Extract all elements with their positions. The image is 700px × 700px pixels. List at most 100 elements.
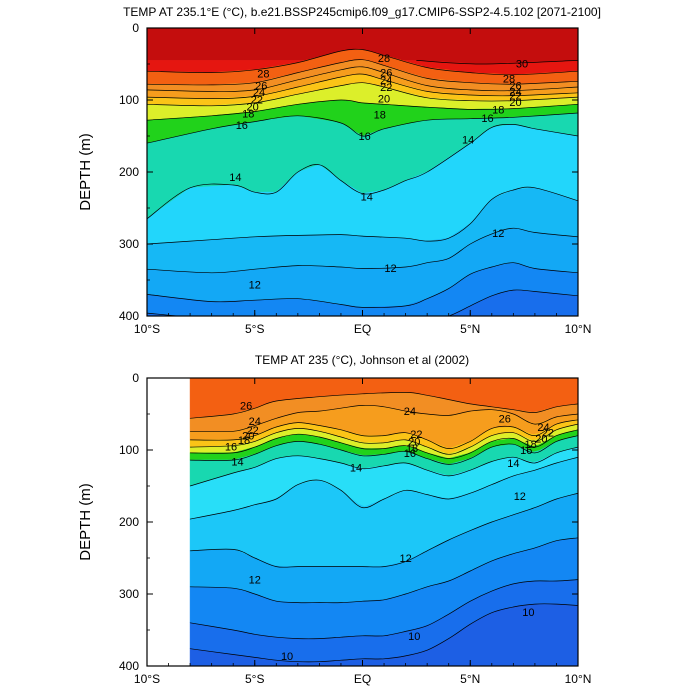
bottom-contour-line-22-2 <box>190 419 578 449</box>
bottom-contour-line-24-1 <box>190 404 578 433</box>
bottom-y-tick-label-2: 200 <box>119 515 139 529</box>
bottom-x-tick-label-1: 5°S <box>245 672 264 686</box>
top-contour-panel: TEMP AT 235.1°E (°C), b.e21.BSSP245cmip6… <box>77 5 601 336</box>
bottom-contour-label-18: 24 <box>537 422 549 434</box>
top-contour-label-25: 16 <box>481 113 493 125</box>
bottom-contour-label-8: 22 <box>410 429 422 441</box>
bottom-temperature-fill <box>189 378 578 666</box>
bottom-contour-line-12-8 <box>190 492 578 568</box>
bottom-contour-lines <box>189 392 578 663</box>
bottom-contour-label-3: 20 <box>242 431 254 443</box>
top-y-axis-label: DEPTH (m) <box>77 133 94 211</box>
top-contour-label-2: 24 <box>253 87 265 99</box>
top-y-tick-label-0: 0 <box>132 21 139 35</box>
top-contour-labels: 2826242220181614122826242220181614123028… <box>229 53 528 291</box>
bottom-contour-label-7: 24 <box>404 406 416 418</box>
top-contour-line-14-8 <box>147 124 578 220</box>
bottom-contour-label-2: 22 <box>246 425 258 437</box>
bottom-contour-label-9: 20 <box>408 436 420 448</box>
top-panel-title: TEMP AT 235.1°E (°C), b.e21.BSSP245cmip6… <box>123 5 601 19</box>
bottom-contour-label-15: 10 <box>408 631 420 643</box>
top-contour-label-20: 26 <box>509 81 521 93</box>
top-contour-line-18-6 <box>147 99 578 121</box>
top-contour-label-17: 12 <box>384 263 396 275</box>
bottom-axes: 10°S 5°S EQ 5°N 10°N 0 100 200 300 400 <box>119 371 591 686</box>
bottom-contour-label-5: 16 <box>225 441 237 453</box>
top-contour-label-7: 14 <box>229 172 241 184</box>
top-contour-label-21: 24 <box>509 86 521 98</box>
bottom-y-axis-label: DEPTH (m) <box>77 483 94 561</box>
top-contour-label-4: 20 <box>246 101 258 113</box>
top-contour-label-11: 24 <box>380 75 392 87</box>
bottom-contour-labels: 2624222018161424222018161412121010262422… <box>225 400 554 663</box>
top-temperature-fill <box>147 28 578 316</box>
top-contour-label-26: 14 <box>462 135 474 147</box>
bottom-contour-label-22: 16 <box>520 445 532 457</box>
top-x-tick-label-4: 10°N <box>565 322 592 336</box>
bottom-contour-label-4: 18 <box>238 435 250 447</box>
bottom-y-tick-label-1: 100 <box>119 443 139 457</box>
bottom-contour-label-6: 14 <box>231 457 243 469</box>
bottom-contour-label-11: 16 <box>404 448 416 460</box>
bottom-contour-label-0: 26 <box>240 400 252 412</box>
top-x-tick-label-1: 5°S <box>245 322 264 336</box>
bottom-contour-label-21: 18 <box>524 439 536 451</box>
top-y-tick-label-3: 300 <box>119 237 139 251</box>
bottom-contour-label-1: 24 <box>249 416 261 428</box>
top-contour-line-12-10 <box>147 227 578 274</box>
bottom-contour-label-25: 10 <box>522 607 534 619</box>
top-contour-label-8: 12 <box>249 279 261 291</box>
top-x-tick-label-3: 5°N <box>460 322 480 336</box>
top-contour-label-24: 18 <box>492 104 504 116</box>
bottom-contour-label-23: 14 <box>507 458 519 470</box>
top-contour-label-13: 20 <box>378 94 390 106</box>
bottom-contour-label-13: 12 <box>399 553 411 565</box>
top-contour-label-22: 22 <box>509 91 521 103</box>
bottom-contour-label-10: 18 <box>406 443 418 455</box>
top-contour-line-20-5 <box>147 82 578 107</box>
top-axes: 10°S 5°S EQ 5°N 10°N 0 100 200 300 400 <box>119 21 591 336</box>
top-contour-line-10-12 <box>147 289 578 316</box>
bottom-y-tick-label-4: 400 <box>119 659 139 673</box>
top-contour-label-9: 28 <box>378 53 390 65</box>
top-contour-label-16: 14 <box>361 191 373 203</box>
top-contour-label-18: 30 <box>516 58 528 70</box>
top-contour-label-12: 22 <box>380 82 392 94</box>
top-contour-line-28-1 <box>147 48 578 76</box>
top-contour-label-19: 28 <box>503 73 515 85</box>
bottom-x-tick-label-2: EQ <box>354 672 371 686</box>
bottom-contour-line-16-5 <box>190 435 578 465</box>
bottom-panel-title: TEMP AT 235 (°C), Johnson et al (2002) <box>255 353 469 367</box>
bottom-contour-panel: TEMP AT 235 (°C), Johnson et al (2002) 2… <box>77 353 591 686</box>
top-y-tick-label-2: 200 <box>119 165 139 179</box>
top-contour-line-11-11 <box>147 262 578 308</box>
bottom-contour-label-20: 20 <box>535 433 547 445</box>
bottom-contour-line-18-4 <box>190 429 578 459</box>
top-y-tick-label-1: 100 <box>119 93 139 107</box>
top-band-13 <box>147 289 578 316</box>
bottom-x-tick-label-3: 5°N <box>460 672 480 686</box>
bottom-y-tick-label-0: 0 <box>132 371 139 385</box>
top-contour-line-24-3 <box>147 66 578 92</box>
bottom-y-tick-label-3: 300 <box>119 587 139 601</box>
top-contour-line-12-9 <box>147 186 578 245</box>
bottom-x-tick-label-4: 10°N <box>565 672 592 686</box>
bottom-contour-line-13-7 <box>190 456 578 520</box>
top-contour-line-30-0 <box>416 60 578 65</box>
bottom-contour-line-26-0 <box>190 392 578 419</box>
top-contour-line-16-7 <box>147 112 578 144</box>
top-contour-label-15: 16 <box>359 131 371 143</box>
top-contour-label-23: 20 <box>509 97 521 109</box>
bottom-contour-line-11-9 <box>190 537 578 604</box>
top-contour-line-22-4 <box>147 73 578 99</box>
top-contour-label-6: 16 <box>236 120 248 132</box>
bottom-x-tick-label-0: 10°S <box>134 672 160 686</box>
top-contour-label-14: 18 <box>374 109 386 121</box>
top-contour-label-3: 22 <box>251 94 263 106</box>
bottom-contour-line-9-11 <box>190 603 578 663</box>
bottom-contour-label-16: 10 <box>281 651 293 663</box>
top-x-tick-label-2: EQ <box>354 322 371 336</box>
top-x-tick-label-0: 10°S <box>134 322 160 336</box>
top-contour-lines <box>147 48 578 316</box>
top-contour-label-5: 18 <box>242 109 254 121</box>
